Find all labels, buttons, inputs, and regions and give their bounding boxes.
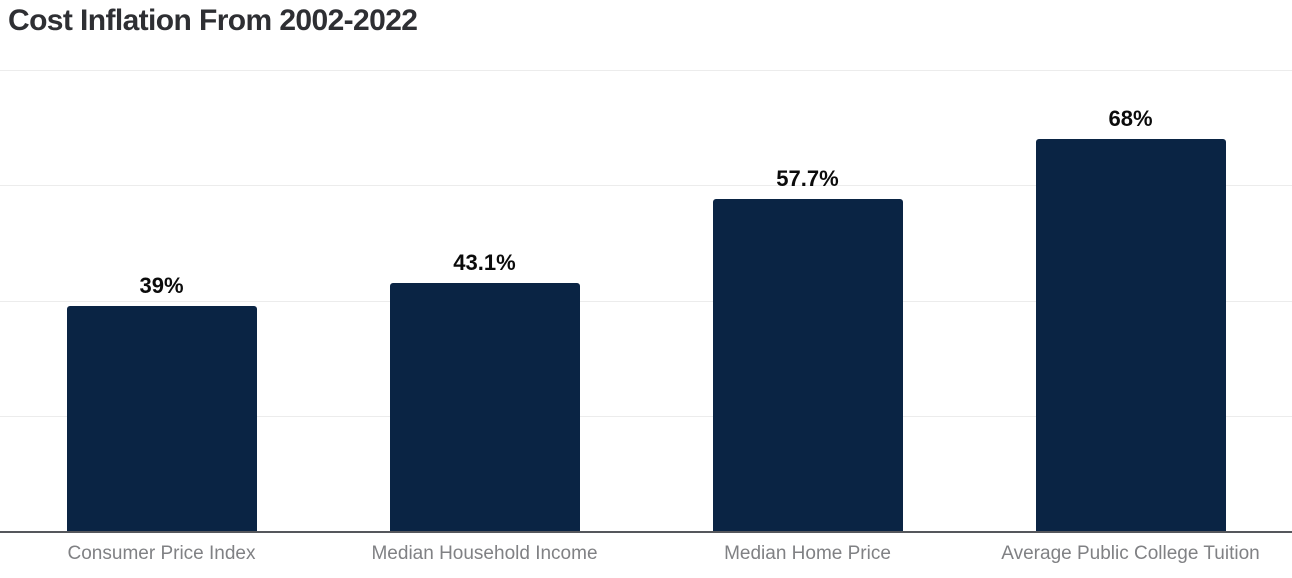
bar-slot: 68% — [969, 70, 1292, 531]
bar-slot: 43.1% — [323, 70, 646, 531]
bar-4: 68% — [1035, 106, 1226, 531]
bar-slot: 57.7% — [646, 70, 969, 531]
bar-slot: 39% — [0, 70, 323, 531]
gridline — [0, 70, 1292, 71]
bar-2: 43.1% — [389, 250, 580, 531]
gridline — [0, 185, 1292, 187]
category-label: Consumer Price Index — [67, 543, 256, 564]
value-label: 39% — [139, 273, 184, 299]
value-label: 57.7% — [776, 165, 839, 191]
chart-title: Cost Inflation From 2002-2022 — [8, 4, 418, 37]
plot-area: 39% 43.1% 57.7% 68% — [0, 70, 1292, 533]
category-label: Median Household Income — [371, 543, 598, 564]
bar-1: 39% — [66, 273, 257, 531]
category-label: Median Home Price — [724, 543, 891, 564]
value-label: 43.1% — [453, 249, 516, 275]
bar-3: 57.7% — [712, 166, 903, 531]
bars-row: 39% 43.1% 57.7% 68% — [0, 70, 1292, 531]
gridline — [0, 300, 1292, 302]
category-label: Average Public College Tuition — [1001, 543, 1260, 564]
value-label: 68% — [1108, 106, 1153, 132]
x-axis-labels: Consumer Price Index Median Household Inc… — [0, 543, 1292, 565]
gridline — [0, 415, 1292, 417]
